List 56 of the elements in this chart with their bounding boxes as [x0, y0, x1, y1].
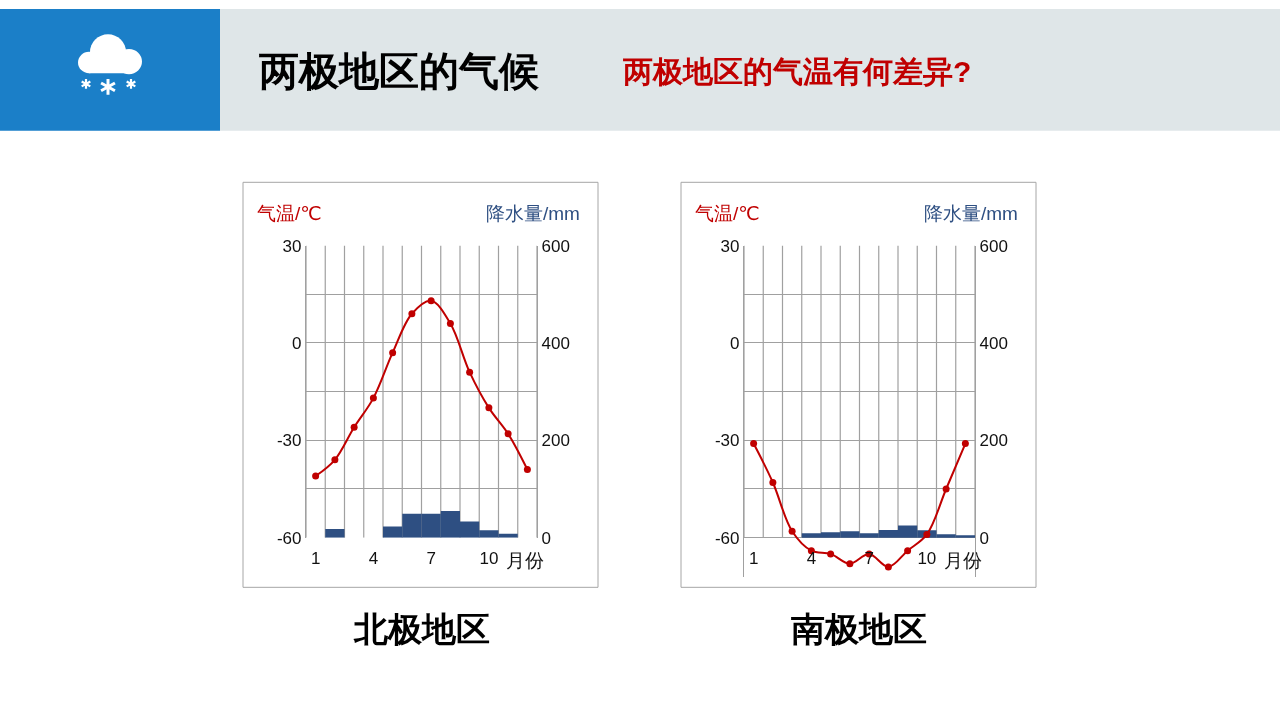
point: [846, 560, 854, 568]
y-axis-title: 气温/℃: [257, 203, 322, 224]
point: [350, 423, 358, 431]
point: [884, 563, 892, 571]
y2-tick-label: 600: [541, 236, 570, 256]
y-tick-label: -60: [714, 528, 740, 548]
point: [446, 319, 454, 327]
point: [485, 404, 493, 412]
y-tick-label: 0: [292, 333, 302, 353]
point: [961, 440, 969, 448]
point: [389, 349, 397, 357]
point: [369, 394, 377, 402]
x-tick-label: 1: [748, 548, 759, 568]
point: [942, 485, 950, 493]
x-tick-label: 10: [479, 548, 499, 568]
y2-tick-label: 0: [979, 528, 989, 548]
point: [923, 530, 931, 538]
y2-tick-label: 200: [979, 431, 1008, 451]
point: [750, 440, 758, 448]
point: [523, 466, 531, 474]
text: 两极地区的气候: [258, 49, 540, 93]
point: [312, 472, 320, 480]
y-tick-label: 30: [282, 236, 302, 256]
point: [827, 550, 835, 558]
bar: [325, 528, 345, 538]
y-tick-label: -30: [276, 431, 302, 451]
y-tick-label: 30: [720, 236, 740, 256]
y2-tick-label: 600: [979, 236, 1008, 256]
x-tick-label: 7: [426, 548, 436, 568]
point: [331, 456, 339, 464]
y2-tick-label: 400: [541, 333, 570, 353]
y-tick-label: -60: [276, 528, 302, 548]
point: [427, 297, 435, 305]
y-tick-label: 0: [730, 333, 740, 353]
point: [788, 527, 796, 535]
point: [408, 310, 416, 318]
x-axis-title: 月份: [506, 550, 544, 571]
text: 北极地区: [353, 610, 490, 648]
y2-tick-label: 200: [541, 431, 570, 451]
y-tick-label: -30: [714, 431, 740, 451]
point: [504, 430, 512, 438]
text: 南极地区: [791, 610, 927, 648]
x-tick-label: 10: [917, 548, 937, 568]
y2-tick-label: 0: [541, 528, 551, 548]
x-tick-label: 4: [368, 548, 379, 568]
x-tick-label: 4: [806, 548, 817, 568]
text: 两极地区的气温有何差异?: [622, 55, 972, 88]
point: [466, 368, 474, 376]
y-axis-title: 气温/℃: [695, 203, 760, 224]
x-axis-title: 月份: [944, 550, 982, 571]
x-tick-label: 1: [310, 548, 321, 568]
y2-axis-title: 降水量/mm: [486, 203, 580, 224]
point: [769, 479, 777, 486]
y2-tick-label: 400: [979, 333, 1008, 353]
point: [904, 547, 912, 555]
y2-axis-title: 降水量/mm: [924, 203, 1018, 224]
